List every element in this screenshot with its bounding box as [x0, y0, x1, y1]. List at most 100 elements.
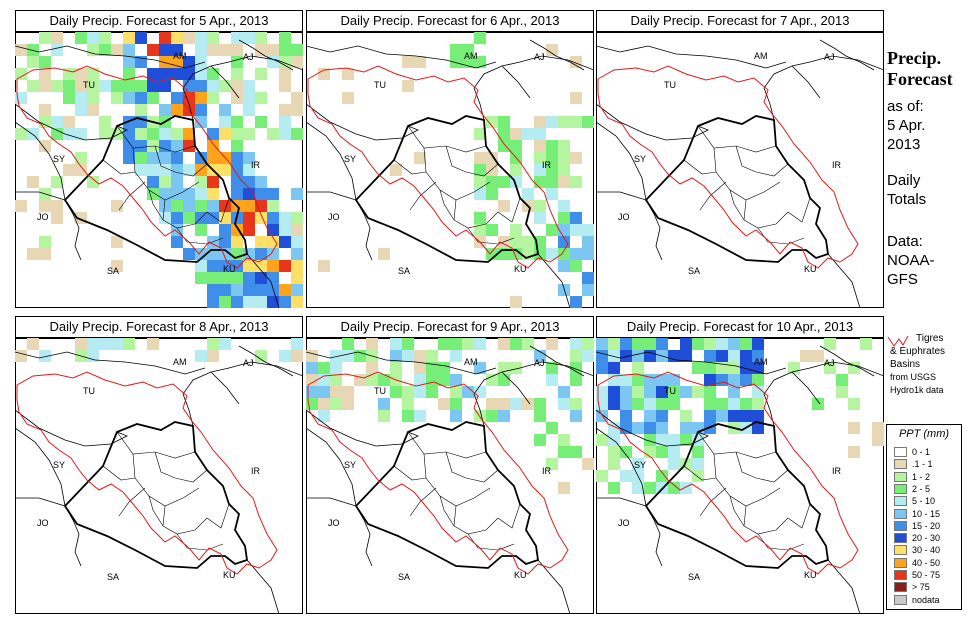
precip-cell: [255, 236, 267, 248]
precip-cell: [231, 272, 243, 284]
precip-cell: [582, 116, 594, 128]
precip-cell: [171, 68, 183, 80]
precip-cell: [171, 164, 183, 176]
precip-cell: [219, 224, 231, 236]
forecast-panel-3: Daily Precip. Forecast for 7 Apr., 2013 …: [596, 10, 884, 308]
country-border: [306, 497, 357, 507]
precip-cell: [183, 188, 195, 200]
precip-cell: [558, 212, 570, 224]
precip-cell: [171, 176, 183, 188]
country-border: [210, 65, 240, 99]
precip-cell: [75, 152, 87, 164]
precip-cell: [147, 152, 159, 164]
precip-cell: [570, 212, 582, 224]
precip-cell: [354, 350, 366, 362]
precip-cell: [570, 362, 582, 374]
precip-cell: [27, 176, 39, 188]
legend-swatch: [894, 582, 907, 593]
precip-cell: [279, 44, 291, 56]
precip-cell: [195, 224, 207, 236]
precip-cell: [534, 140, 546, 152]
country-border: [791, 65, 821, 99]
precip-cell: [570, 248, 582, 260]
precip-cell: [63, 128, 75, 140]
precip-cell: [728, 362, 740, 374]
precip-cell: [207, 212, 219, 224]
precip-cell: [63, 164, 75, 176]
precip-cell: [402, 386, 414, 398]
province-border: [132, 147, 200, 201]
precip-cell: [498, 128, 510, 140]
precip-cell: [15, 350, 27, 362]
precip-cell: [219, 236, 231, 248]
precip-cell: [812, 398, 824, 410]
precip-cell: [570, 350, 582, 362]
precip-cell: [632, 482, 644, 494]
precip-cell: [582, 248, 594, 260]
precip-cell: [570, 374, 582, 386]
precip-cell: [800, 350, 812, 362]
precip-cell: [231, 44, 243, 56]
legend-swatch: [894, 557, 907, 568]
precip-cell: [342, 92, 354, 104]
precip-cell: [87, 44, 99, 56]
precip-cell: [183, 200, 195, 212]
precip-cell: [207, 176, 219, 188]
precip-cell: [171, 236, 183, 248]
precip-cell: [195, 92, 207, 104]
precip-cell: [255, 284, 267, 296]
precip-cell: [15, 128, 27, 140]
province-border: [787, 197, 811, 223]
precip-cell: [195, 260, 207, 272]
province-border: [132, 453, 200, 507]
precip-cell: [546, 188, 558, 200]
basin-boundary: [597, 65, 859, 269]
country-border: [791, 371, 821, 405]
legend-swatch: [894, 496, 907, 507]
basin-note-line: & Euphrates: [890, 346, 946, 357]
precip-cell: [159, 212, 171, 224]
country-border: [15, 45, 206, 69]
country-label: AJ: [534, 358, 545, 368]
precip-cell: [123, 338, 135, 350]
precip-cell: [510, 362, 522, 374]
country-label: SA: [688, 266, 700, 276]
country-border: [15, 351, 206, 375]
country-border: [473, 61, 521, 121]
precip-cell: [27, 56, 39, 68]
precip-cell: [75, 92, 87, 104]
precip-cell: [51, 128, 63, 140]
precip-cell: [111, 44, 123, 56]
precip-cell: [207, 140, 219, 152]
precip-cell: [570, 176, 582, 188]
precip-cell: [656, 446, 668, 458]
precip-cell: [243, 224, 255, 236]
country-border: [819, 345, 875, 377]
province-border: [393, 465, 427, 481]
precip-cell: [474, 32, 486, 44]
precip-cell: [558, 116, 570, 128]
legend-item: 1 - 2: [894, 471, 960, 484]
country-border: [182, 61, 230, 121]
precip-cell: [219, 164, 231, 176]
precip-cell: [872, 422, 884, 434]
as-of-line: 2013: [887, 136, 921, 153]
province-border: [713, 453, 781, 507]
precip-cell: [330, 386, 342, 398]
map-9-apr: AM AJ TU SY IR JO SA KU: [306, 338, 594, 614]
basin-boundary: [16, 371, 278, 575]
province-border: [755, 163, 789, 177]
precip-cell: [87, 338, 99, 350]
basin-line-icon: [887, 335, 909, 347]
country-label: TU: [374, 80, 386, 90]
precip-cell: [342, 350, 354, 362]
precip-cell: [402, 398, 414, 410]
country-label: AJ: [534, 52, 545, 62]
country-border: [501, 65, 531, 99]
precip-cell: [171, 140, 183, 152]
country-label: AJ: [243, 358, 254, 368]
legend-label: 40 - 50: [912, 557, 941, 568]
province-border: [102, 465, 136, 481]
precip-cell: [582, 272, 594, 284]
precip-cell: [534, 398, 546, 410]
